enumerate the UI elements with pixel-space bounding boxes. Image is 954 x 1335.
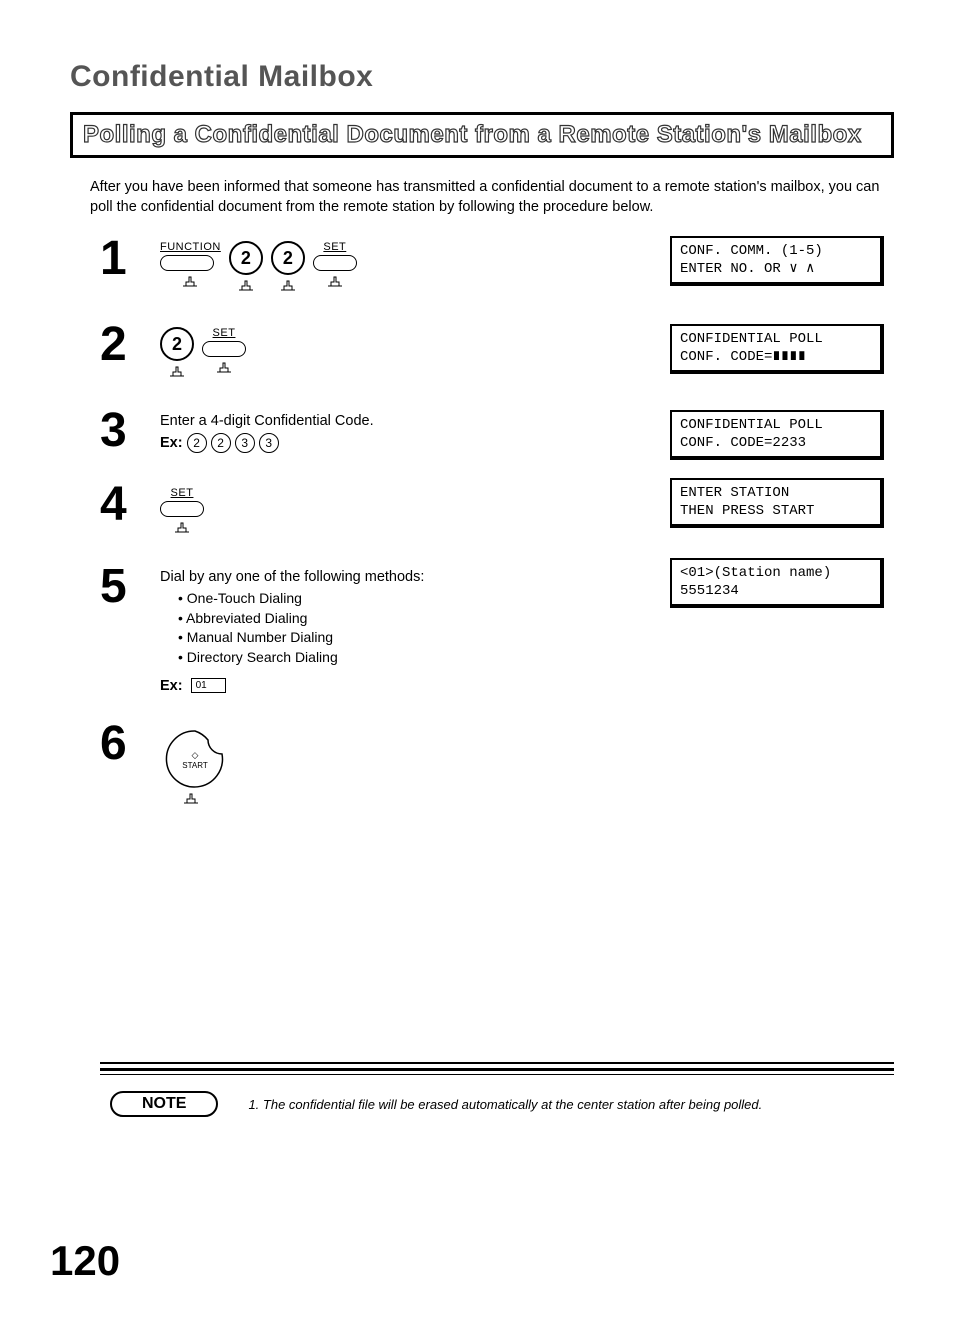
press-icon bbox=[313, 273, 357, 291]
page: Confidential Mailbox Polling a Confident… bbox=[0, 0, 954, 1335]
lcd-line-1: CONFIDENTIAL POLL bbox=[680, 330, 872, 348]
step-6: 6 ◇ START bbox=[100, 720, 894, 782]
step-number: 4 bbox=[100, 481, 160, 529]
page-title: Confidential Mailbox bbox=[70, 60, 894, 94]
footer-divider bbox=[100, 1062, 894, 1075]
note-row: NOTE 1. The confidential file will be er… bbox=[110, 1091, 894, 1117]
note-text: 1. The confidential file will be erased … bbox=[248, 1097, 762, 1112]
digit-button: 2 bbox=[271, 241, 305, 295]
press-icon bbox=[202, 359, 246, 377]
circled-digit: 3 bbox=[235, 433, 255, 453]
set-button: SET bbox=[160, 487, 204, 537]
lcd-line-2: ENTER NO. OR ∨ ∧ bbox=[680, 260, 872, 278]
press-icon bbox=[160, 519, 204, 537]
step-number: 2 bbox=[100, 321, 160, 369]
start-button: ◇ START bbox=[160, 726, 220, 782]
lcd-line-1: CONFIDENTIAL POLL bbox=[680, 416, 872, 434]
lcd-line-1: ENTER STATION bbox=[680, 484, 872, 502]
circled-digit: 2 bbox=[187, 433, 207, 453]
function-label: FUNCTION bbox=[160, 241, 221, 253]
lcd-display: CONFIDENTIAL POLL CONF. CODE=2233 bbox=[670, 410, 884, 460]
lcd-line-1: CONF. COMM. (1-5) bbox=[680, 242, 872, 260]
set-button: SET bbox=[313, 241, 357, 291]
lcd-display: <01>(Station name) 5551234 bbox=[670, 558, 884, 608]
set-button: SET bbox=[202, 327, 246, 377]
subtitle-box: Polling a Confidential Document from a R… bbox=[70, 112, 894, 158]
page-number: 120 bbox=[50, 1237, 120, 1285]
steps-list: 1 FUNCTION 2 2 bbox=[100, 235, 894, 781]
step-number: 6 bbox=[100, 720, 160, 768]
lcd-line-2: CONF. CODE=2233 bbox=[680, 434, 872, 452]
circled-digit: 2 bbox=[160, 327, 194, 361]
set-label: SET bbox=[313, 241, 357, 253]
set-label: SET bbox=[160, 487, 204, 499]
set-label: SET bbox=[202, 327, 246, 339]
function-button: FUNCTION bbox=[160, 241, 221, 291]
button-shape bbox=[202, 341, 246, 357]
press-icon bbox=[160, 363, 194, 381]
press-icon bbox=[182, 790, 220, 804]
intro-paragraph: After you have been informed that someon… bbox=[90, 178, 884, 217]
press-icon bbox=[271, 277, 305, 295]
lcd-line-1: <01>(Station name) bbox=[680, 564, 872, 582]
button-shape bbox=[160, 501, 204, 517]
subtitle-text: Polling a Confidential Document from a R… bbox=[83, 121, 862, 148]
press-icon bbox=[160, 273, 221, 291]
svg-text:◇: ◇ bbox=[192, 750, 199, 760]
button-shape bbox=[160, 255, 214, 271]
step-number: 5 bbox=[100, 563, 160, 611]
lcd-line-2: THEN PRESS START bbox=[680, 502, 872, 520]
lcd-display: CONFIDENTIAL POLL CONF. CODE=∎∎∎∎ bbox=[670, 324, 884, 374]
step-number: 3 bbox=[100, 407, 160, 455]
digit-button: 2 bbox=[229, 241, 263, 295]
list-item: Directory Search Dialing bbox=[178, 648, 894, 668]
circled-digit: 2 bbox=[229, 241, 263, 275]
lcd-display: ENTER STATION THEN PRESS START bbox=[670, 478, 884, 528]
circled-digit: 3 bbox=[259, 433, 279, 453]
press-icon bbox=[229, 277, 263, 295]
ex-label: Ex: bbox=[160, 678, 183, 694]
circled-digit: 2 bbox=[271, 241, 305, 275]
step-body: ◇ START bbox=[160, 720, 894, 782]
example-row: Ex: 01 bbox=[160, 678, 894, 694]
lcd-display: CONF. COMM. (1-5) ENTER NO. OR ∨ ∧ bbox=[670, 236, 884, 286]
step-number: 1 bbox=[100, 235, 160, 283]
list-item: Abbreviated Dialing bbox=[178, 609, 894, 629]
note-label: NOTE bbox=[110, 1091, 218, 1117]
ex-label: Ex: bbox=[160, 435, 183, 451]
ex-value: 01 bbox=[191, 678, 226, 693]
lcd-line-2: 5551234 bbox=[680, 582, 872, 600]
digit-button: 2 bbox=[160, 327, 194, 381]
start-label: START bbox=[182, 761, 208, 770]
list-item: Manual Number Dialing bbox=[178, 628, 894, 648]
button-shape bbox=[313, 255, 357, 271]
lcd-line-2: CONF. CODE=∎∎∎∎ bbox=[680, 348, 872, 366]
circled-digit: 2 bbox=[211, 433, 231, 453]
